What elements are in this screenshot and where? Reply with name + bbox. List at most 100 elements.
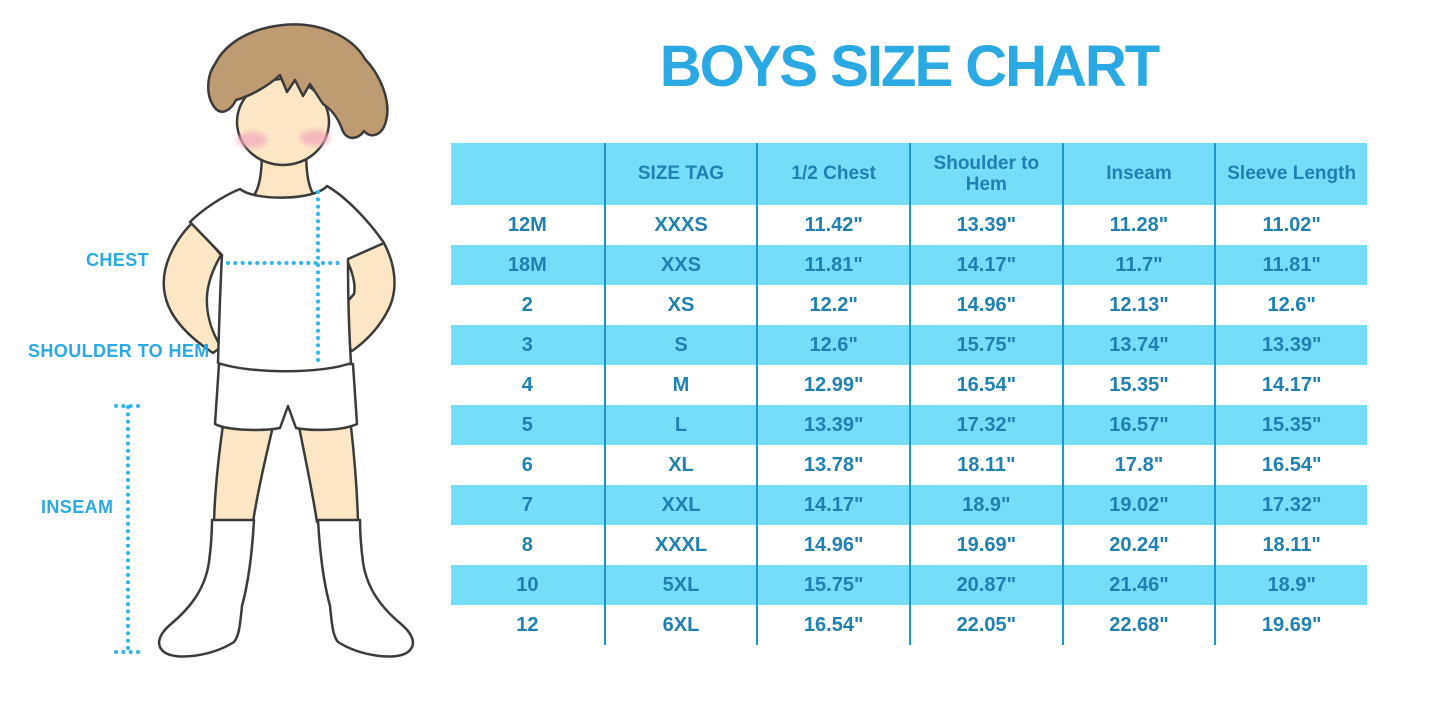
cell-size-tag: XXXL: [603, 525, 757, 565]
cell-shoulder-to-hem: 19.69": [909, 525, 1062, 565]
cell-half-chest: 11.42": [756, 205, 909, 245]
cell-inseam: 12.13": [1061, 285, 1215, 325]
column-header-shoulder-to-hem: Shoulder to Hem: [909, 143, 1062, 205]
table-row: 4 M 12.99" 16.54" 15.35" 14.17": [451, 365, 1367, 405]
cell-shoulder-to-hem: 16.54": [909, 365, 1062, 405]
cell-sleeve-length: 17.32": [1214, 485, 1367, 525]
cell-half-chest: 11.81": [756, 245, 909, 285]
cell-size-tag: L: [603, 405, 757, 445]
cell-sleeve-length: 19.69": [1214, 605, 1367, 645]
boy-left-cheek-blush: [237, 132, 267, 148]
cell-sleeve-length: 15.35": [1214, 405, 1367, 445]
cell-size-tag: 6XL: [603, 605, 757, 645]
cell-shoulder-to-hem: 15.75": [909, 325, 1062, 365]
table-row: 10 5XL 15.75" 20.87" 21.46" 18.9": [451, 565, 1367, 605]
cell-shoulder-to-hem: 13.39": [909, 205, 1062, 245]
cell-size: 4: [521, 373, 533, 396]
cell-size-tag: XS: [603, 285, 757, 325]
cell-inseam: 17.8": [1061, 445, 1215, 485]
table-header-row: SIZE TAG 1/2 Chest Shoulder to Hem Insea…: [451, 143, 1367, 205]
table-row: 5 L 13.39" 17.32" 16.57" 15.35": [451, 405, 1367, 445]
boy-figure-illustration: [0, 0, 450, 723]
column-header-inseam: Inseam: [1061, 143, 1215, 205]
cell-size: 10: [516, 573, 539, 596]
cell-half-chest: 14.96": [756, 525, 909, 565]
table-row: 2 XS 12.2" 14.96" 12.13" 12.6": [451, 285, 1367, 325]
cell-sleeve-length: 11.81": [1214, 245, 1367, 285]
cell-half-chest: 12.99": [756, 365, 909, 405]
column-header-half-chest: 1/2 Chest: [756, 143, 909, 205]
table-row: 6 XL 13.78" 18.11" 17.8" 16.54": [451, 445, 1367, 485]
cell-size-tag: XL: [603, 445, 757, 485]
chest-label: CHEST: [86, 250, 150, 270]
cell-half-chest: 14.17": [756, 485, 909, 525]
boy-left-sock: [157, 518, 256, 658]
table-row: 3 S 12.6" 15.75" 13.74" 13.39": [451, 325, 1367, 365]
cell-shoulder-to-hem: 14.96": [909, 285, 1062, 325]
shoulder-to-hem-label: SHOULDER TO HEM: [28, 341, 210, 361]
cell-size: 3: [521, 333, 533, 356]
cell-inseam: 15.35": [1061, 365, 1215, 405]
boy-figure: [114, 23, 415, 658]
cell-inseam: 16.57": [1061, 405, 1215, 445]
table-row: 8 XXXL 14.96" 19.69" 20.24" 18.11": [451, 525, 1367, 565]
cell-half-chest: 13.39": [756, 405, 909, 445]
cell-size-tag: S: [603, 325, 757, 365]
cell-half-chest: 12.2": [756, 285, 909, 325]
boy-right-cheek-blush: [300, 130, 330, 146]
boy-left-arm: [162, 220, 223, 355]
cell-sleeve-length: 14.17": [1214, 365, 1367, 405]
cell-inseam: 22.68": [1061, 605, 1215, 645]
column-header-sleeve-length: Sleeve Length: [1214, 143, 1367, 205]
cell-shoulder-to-hem: 22.05": [909, 605, 1062, 645]
table-row: 18M XXS 11.81" 14.17" 11.7" 11.81": [451, 245, 1367, 285]
cell-size: 18M: [507, 253, 547, 276]
table-row: 7 XXL 14.17" 18.9" 19.02" 17.32": [451, 485, 1367, 525]
column-header-size: [451, 143, 604, 205]
cell-size: 2: [521, 293, 533, 316]
cell-shoulder-to-hem: 14.17": [909, 245, 1062, 285]
cell-size: 7: [521, 493, 533, 516]
boy-shorts: [213, 362, 359, 432]
cell-shoulder-to-hem: 20.87": [909, 565, 1062, 605]
cell-inseam: 11.28": [1061, 205, 1215, 245]
cell-half-chest: 13.78": [756, 445, 909, 485]
column-header-size-tag: SIZE TAG: [603, 143, 757, 205]
cell-sleeve-length: 12.6": [1214, 285, 1367, 325]
cell-inseam: 11.7": [1061, 245, 1215, 285]
cell-size-tag: M: [603, 365, 757, 405]
page-title: BOYS SIZE CHART: [659, 33, 1161, 99]
cell-size: 12: [516, 613, 539, 636]
cell-sleeve-length: 18.11": [1214, 525, 1367, 565]
boy-right-leg: [296, 416, 360, 524]
cell-inseam: 19.02": [1061, 485, 1215, 525]
cell-size-tag: XXL: [603, 485, 757, 525]
cell-shoulder-to-hem: 18.11": [909, 445, 1062, 485]
cell-size: 5: [521, 413, 533, 436]
boy-left-leg: [212, 416, 276, 524]
boy-right-sock: [316, 518, 415, 658]
table-row: 12M XXXS 11.42" 13.39" 11.28" 11.02": [451, 205, 1367, 245]
inseam-label: INSEAM: [41, 497, 114, 517]
cell-sleeve-length: 16.54": [1214, 445, 1367, 485]
boy-hair: [207, 23, 389, 140]
cell-size-tag: XXS: [603, 245, 757, 285]
table-row: 12 6XL 16.54" 22.05" 22.68" 19.69": [451, 605, 1367, 645]
cell-size: 8: [521, 533, 533, 556]
boy-tshirt: [188, 184, 386, 373]
cell-sleeve-length: 11.02": [1214, 205, 1367, 245]
cell-shoulder-to-hem: 18.9": [909, 485, 1062, 525]
table-body: 12M XXXS 11.42" 13.39" 11.28" 11.02" 18M…: [451, 205, 1367, 645]
cell-size-tag: 5XL: [603, 565, 757, 605]
cell-shoulder-to-hem: 17.32": [909, 405, 1062, 445]
cell-half-chest: 16.54": [756, 605, 909, 645]
cell-inseam: 13.74": [1061, 325, 1215, 365]
cell-inseam: 21.46": [1061, 565, 1215, 605]
cell-size: 6: [521, 453, 533, 476]
cell-inseam: 20.24": [1061, 525, 1215, 565]
size-table: SIZE TAG 1/2 Chest Shoulder to Hem Insea…: [451, 143, 1367, 645]
cell-half-chest: 15.75": [756, 565, 909, 605]
cell-size-tag: XXXS: [603, 205, 757, 245]
cell-half-chest: 12.6": [756, 325, 909, 365]
